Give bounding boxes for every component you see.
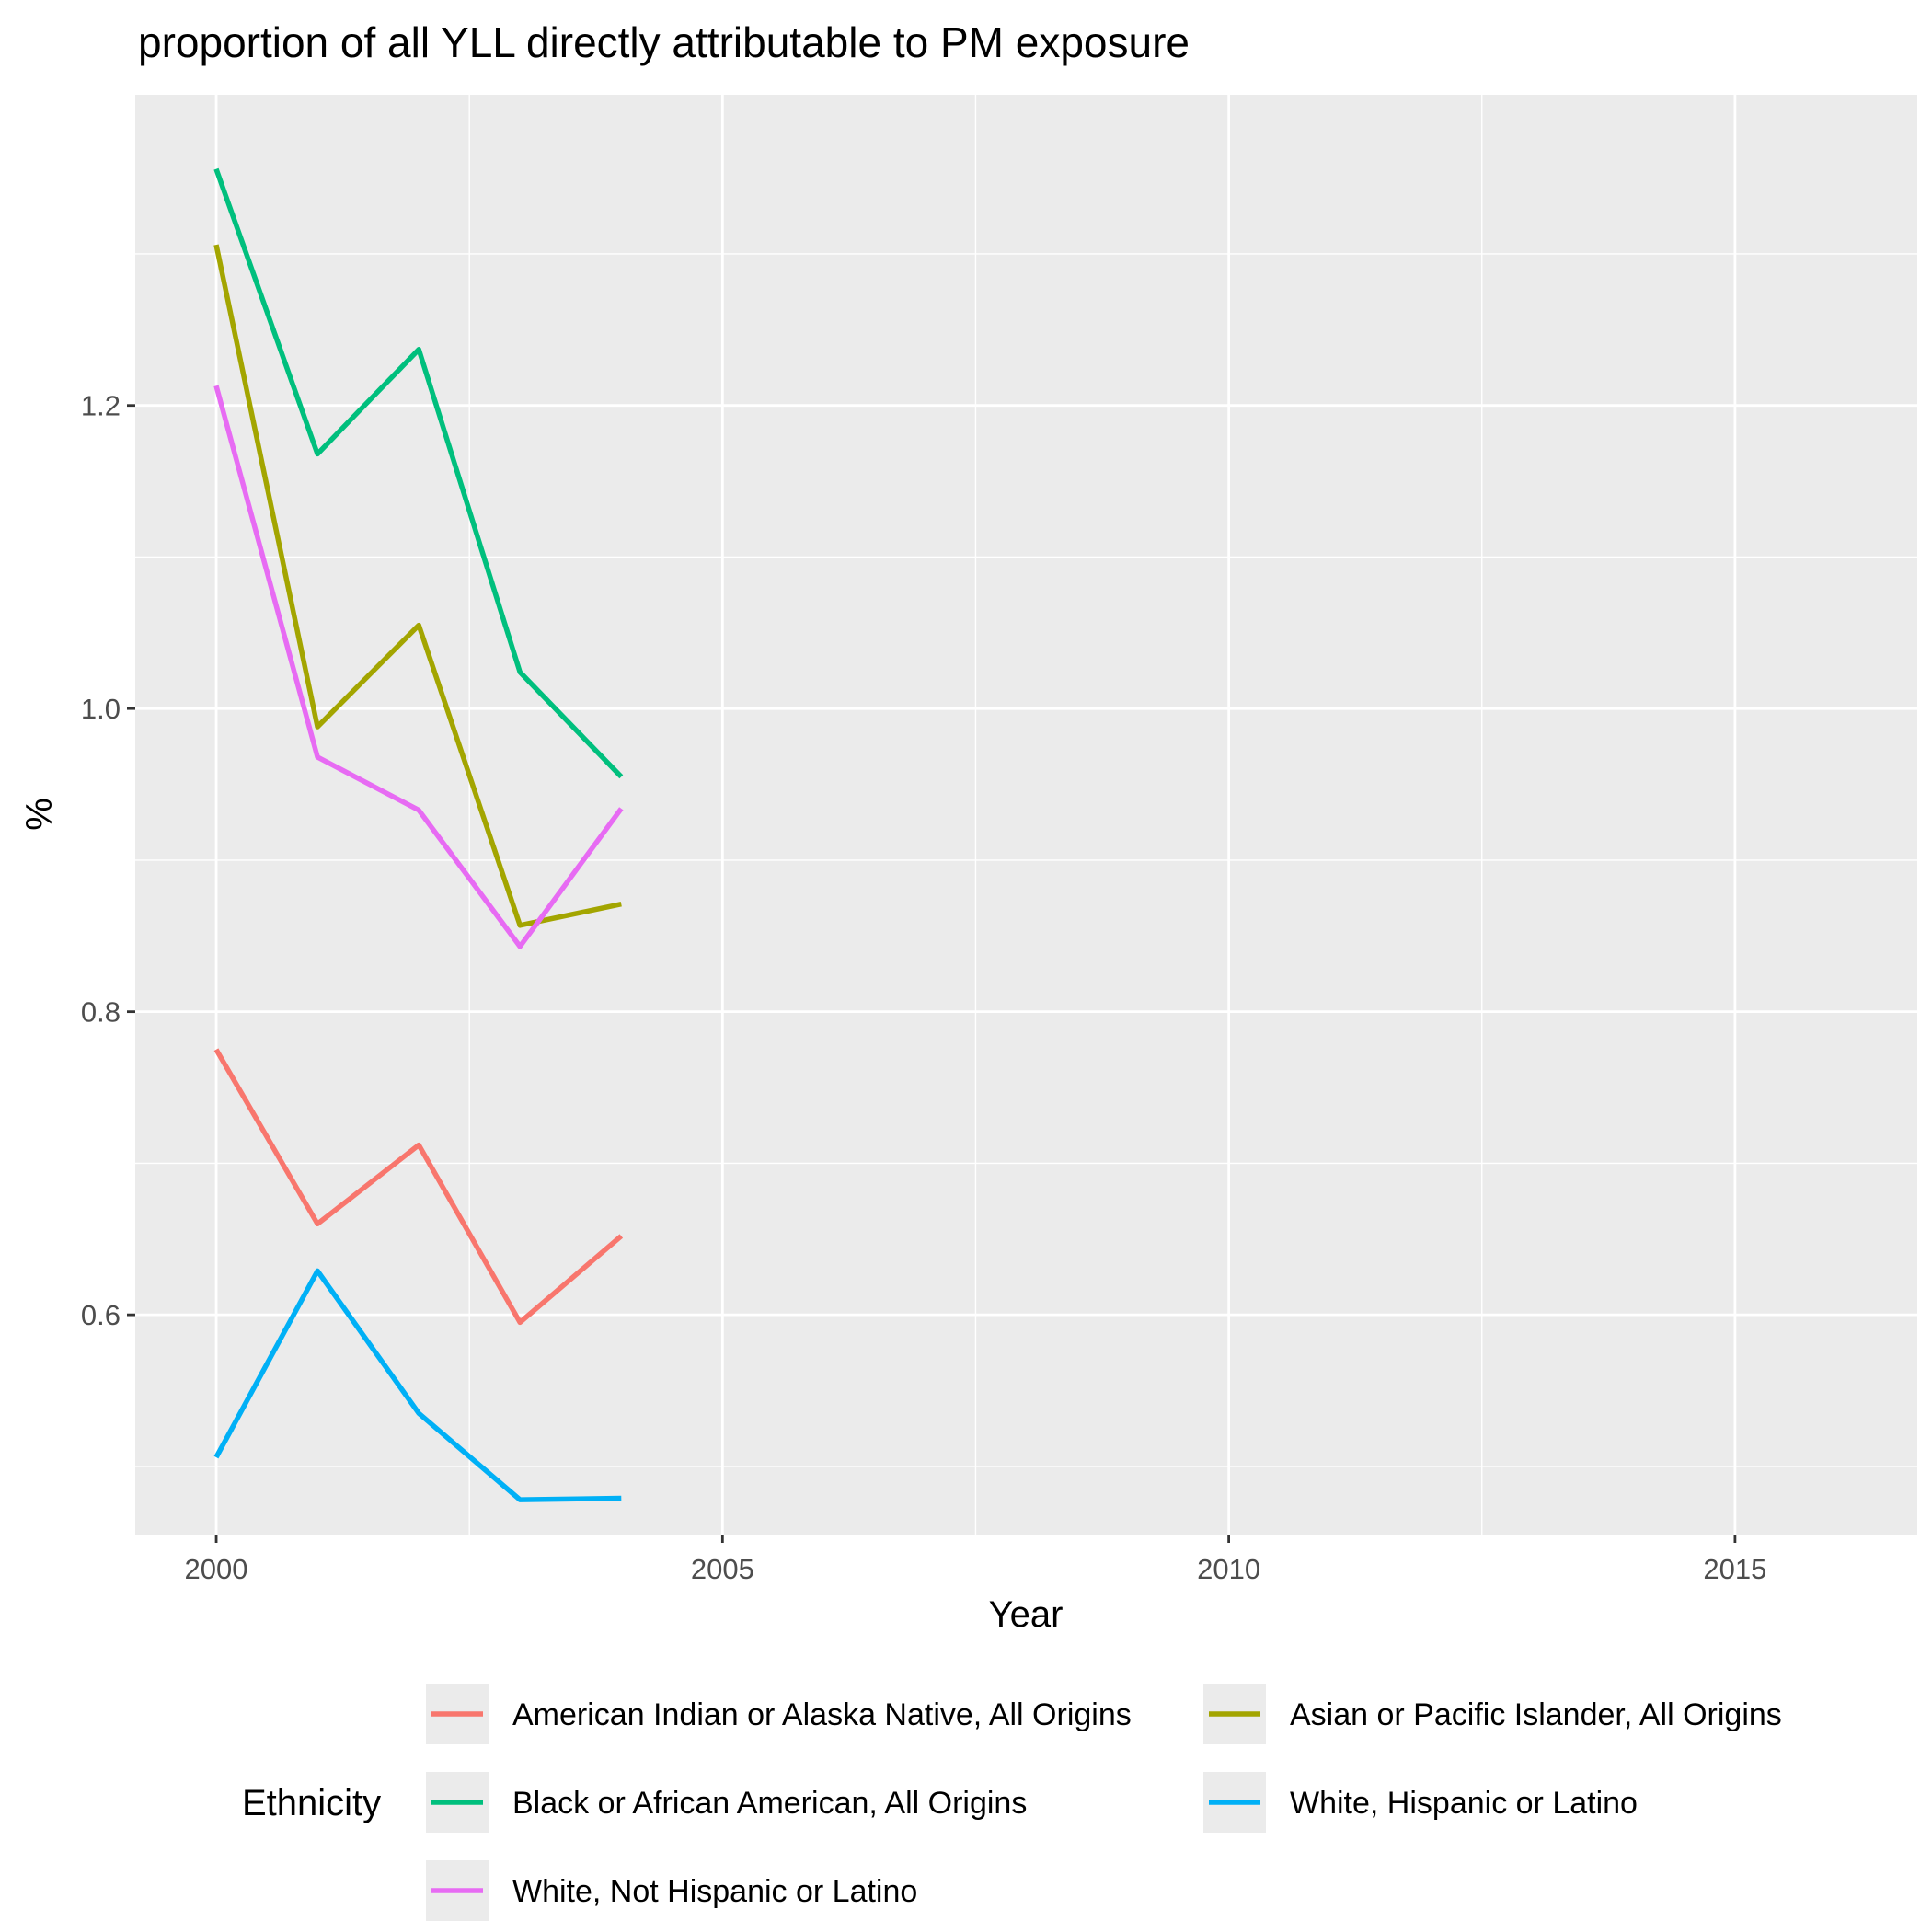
legend-title: Ethnicity — [242, 1783, 381, 1823]
chart-title: proportion of all YLL directly attributa… — [138, 18, 1190, 66]
x-tick-label: 2000 — [185, 1553, 248, 1585]
legend-item: White, Not Hispanic or Latino — [424, 1858, 917, 1923]
plot-panel — [135, 95, 1917, 1535]
legend-item: Black or African American, All Origins — [424, 1770, 1027, 1834]
legend: American Indian or Alaska Native, All Or… — [424, 1682, 1782, 1923]
series-line — [213, 244, 622, 928]
legend-label: Black or African American, All Origins — [512, 1786, 1027, 1821]
x-axis-title: Year — [989, 1594, 1064, 1635]
legend-item: White, Hispanic or Latino — [1202, 1770, 1638, 1834]
legend-label: Asian or Pacific Islander, All Origins — [1290, 1697, 1782, 1732]
series-lines — [213, 167, 624, 1502]
legend-label: White, Hispanic or Latino — [1290, 1786, 1638, 1821]
x-axis-ticks: 2000 2005 2010 2015 — [185, 1535, 1766, 1585]
minor-gridlines — [135, 95, 1917, 1535]
y-axis-ticks: 0.6 0.8 1.0 1.2 — [81, 390, 135, 1331]
legend-label: American Indian or Alaska Native, All Or… — [512, 1697, 1132, 1732]
legend-item: American Indian or Alaska Native, All Or… — [424, 1682, 1132, 1746]
y-tick-label: 1.2 — [81, 390, 121, 422]
y-axis-title: % — [19, 798, 60, 831]
x-tick-label: 2005 — [691, 1553, 754, 1585]
legend-item: Asian or Pacific Islander, All Origins — [1202, 1682, 1782, 1746]
series-line — [213, 1268, 622, 1502]
y-tick-label: 0.6 — [81, 1299, 121, 1331]
y-tick-label: 0.8 — [81, 996, 121, 1029]
legend-label: White, Not Hispanic or Latino — [512, 1874, 917, 1909]
series-line — [213, 385, 624, 949]
x-tick-label: 2015 — [1703, 1553, 1766, 1585]
major-gridlines — [135, 95, 1917, 1535]
y-tick-label: 1.0 — [81, 693, 121, 725]
x-tick-label: 2010 — [1197, 1553, 1260, 1585]
series-line — [213, 1048, 624, 1326]
series-line — [213, 167, 624, 779]
